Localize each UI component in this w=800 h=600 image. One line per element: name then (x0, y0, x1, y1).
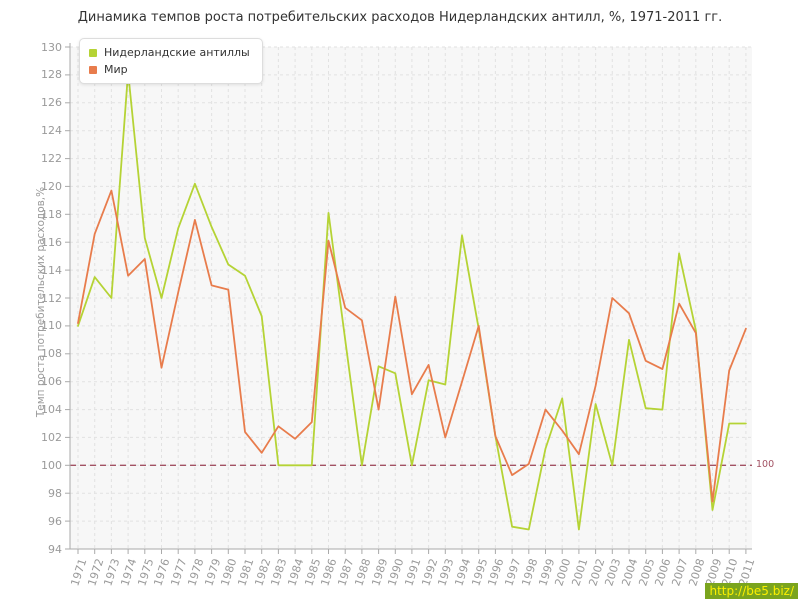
y-axis-tick-label: 114 (41, 263, 62, 277)
series-marker-icon (89, 65, 97, 74)
y-axis-tick-label: 96 (48, 514, 62, 528)
y-axis-tick-label: 122 (41, 152, 62, 166)
legend-label: Мир (104, 63, 128, 76)
y-axis-tick-label: 108 (41, 347, 62, 361)
series-marker-icon (89, 48, 97, 57)
legend-label: Нидерландские антиллы (104, 46, 250, 59)
y-axis-tick-label: 110 (41, 319, 62, 333)
y-axis-tick-label: 118 (41, 207, 62, 221)
y-axis-tick-label: 116 (41, 235, 62, 249)
y-axis-tick-label: 104 (41, 403, 62, 417)
legend-item-world: Мир (89, 61, 250, 78)
y-axis-tick-label: 98 (48, 486, 62, 500)
legend-item-netherlands-antilles: Нидерландские антиллы (89, 44, 250, 61)
y-axis-tick-label: 112 (41, 291, 62, 305)
y-axis-tick-label: 128 (41, 68, 62, 82)
legend: Нидерландские антиллы Мир (79, 38, 263, 84)
y-axis-tick-label: 126 (41, 96, 62, 110)
y-axis-tick-label: 130 (41, 40, 62, 54)
y-axis-tick-label: 106 (41, 375, 62, 389)
reference-line-label: 100 (756, 459, 775, 471)
y-axis-tick-label: 94 (48, 542, 62, 556)
y-axis-tick-label: 102 (41, 430, 62, 444)
y-axis-tick-label: 120 (41, 179, 62, 193)
y-axis-tick-label: 124 (41, 124, 62, 138)
y-axis-tick-label: 100 (41, 458, 62, 472)
chart-title: Динамика темпов роста потребительских ра… (77, 10, 723, 25)
watermark-link[interactable]: http://be5.biz/ (705, 583, 798, 599)
